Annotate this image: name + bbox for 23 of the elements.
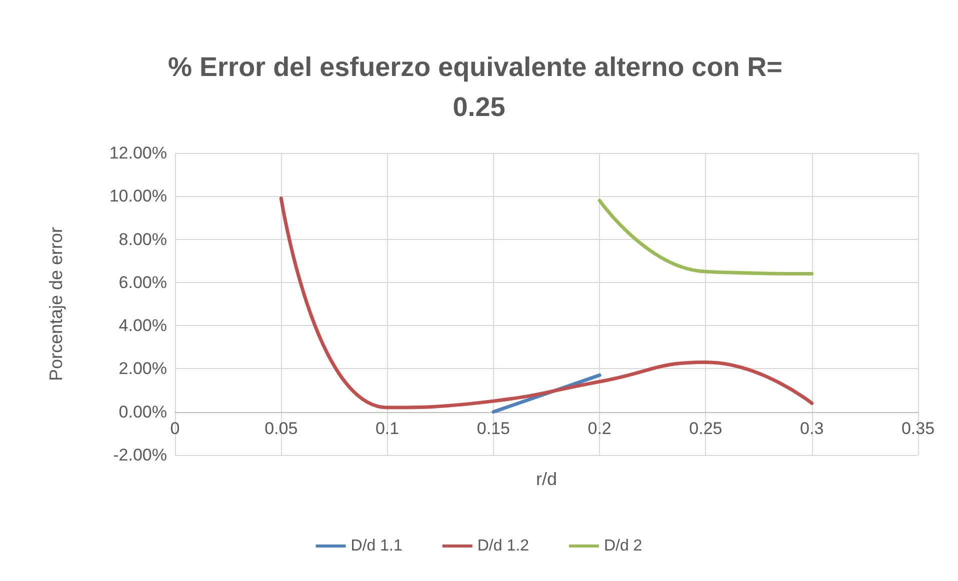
x-tick-label: 0.25 bbox=[689, 418, 722, 438]
x-tick-label: 0.15 bbox=[476, 418, 510, 438]
legend-label: D/d 2 bbox=[604, 538, 642, 554]
y-tick-label: 10.00% bbox=[109, 186, 167, 206]
x-axis-title: r/d bbox=[536, 468, 558, 489]
y-tick-label: 8.00% bbox=[118, 230, 167, 249]
y-tick-label: 2.00% bbox=[118, 359, 167, 378]
x-tick-label: 0.35 bbox=[901, 418, 935, 438]
y-tick-label: -2.00% bbox=[113, 446, 167, 464]
y-tick-label: 12.00% bbox=[109, 144, 167, 162]
x-tick-label: 0.2 bbox=[588, 418, 612, 438]
y-tick-label: 0.00% bbox=[118, 402, 167, 422]
y-tick-label: 6.00% bbox=[118, 272, 167, 292]
x-tick-label: 0.3 bbox=[800, 418, 824, 438]
x-tick-label: 0 bbox=[170, 418, 180, 438]
line-series bbox=[279, 196, 814, 410]
legend-label: D/d 1.2 bbox=[477, 538, 530, 554]
x-tick-label: 0.1 bbox=[375, 418, 400, 438]
legend-label: D/d 1.1 bbox=[350, 538, 402, 554]
y-tick-label: 4.00% bbox=[118, 316, 167, 336]
x-tick-label: 0.05 bbox=[264, 418, 298, 438]
y-axis-title: Porcentaje de error bbox=[46, 226, 66, 382]
chart-title: % Error del esfuerzo equivalente alterno con R= 0.25 bbox=[168, 52, 790, 122]
